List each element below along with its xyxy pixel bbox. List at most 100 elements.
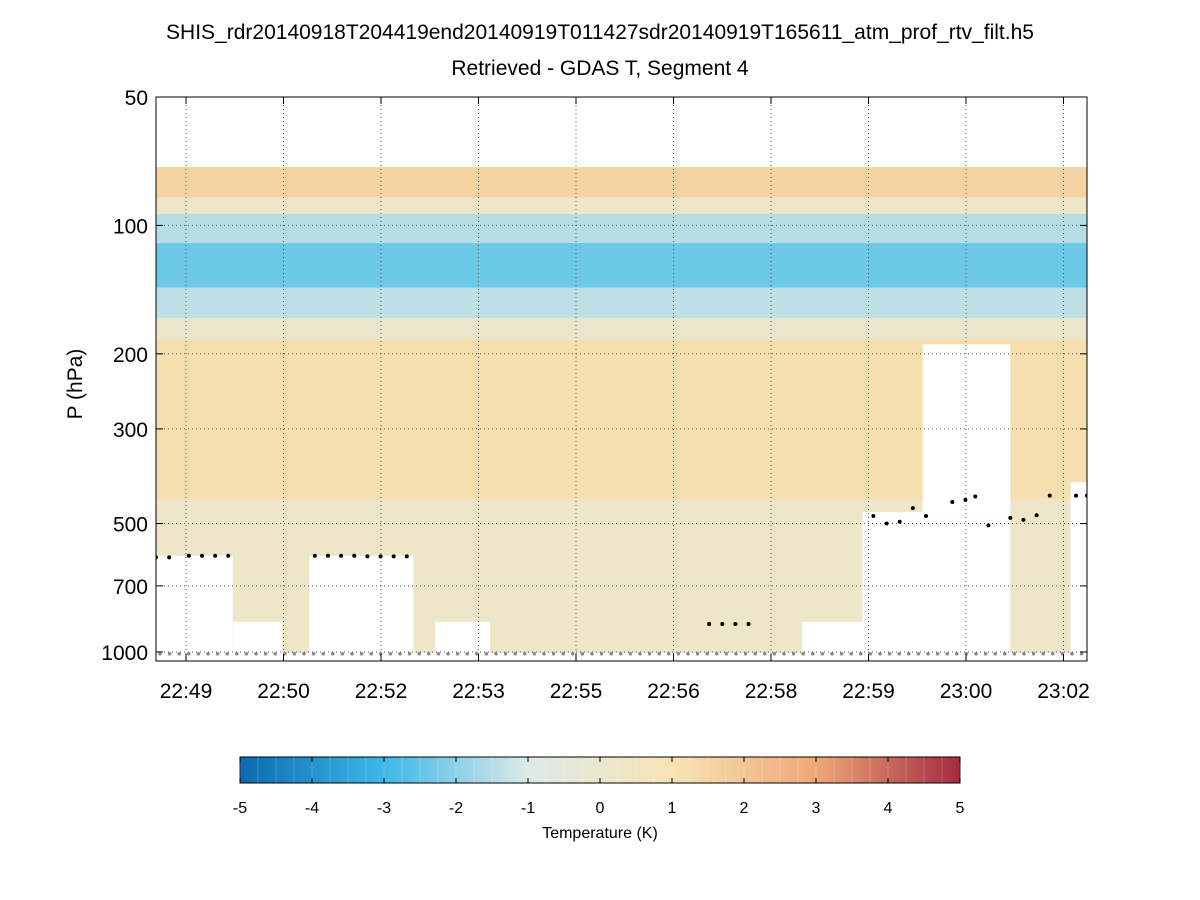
chart-subtitle: Retrieved - GDAS T, Segment 4: [451, 57, 749, 80]
colorbar-tick-label: 0: [596, 800, 605, 817]
surface-marker: [1079, 652, 1084, 656]
surface-marker: [273, 652, 278, 656]
surface-marker: [369, 652, 374, 656]
surface-marker: [791, 652, 796, 656]
x-tick-label: 22:52: [355, 680, 408, 703]
surface-marker: [619, 652, 623, 656]
surface-marker: [926, 652, 930, 656]
surface-marker: [734, 652, 738, 656]
surface-marker: [503, 652, 508, 656]
surface-marker: [302, 652, 306, 656]
cloud-top-marker: [213, 553, 218, 558]
y-axis-label: P (hPa): [64, 349, 87, 420]
colorbar-tick-label: 3: [812, 800, 821, 817]
surface-marker: [321, 652, 326, 656]
colorbar-tick-label: -2: [449, 800, 463, 817]
surface-marker: [263, 652, 268, 656]
surface-marker: [407, 652, 412, 656]
surface-marker: [897, 652, 901, 656]
cloud-top-marker: [1047, 493, 1052, 498]
surface-marker: [801, 652, 805, 656]
y-tick-label: 50: [125, 87, 148, 110]
surface-marker: [772, 652, 777, 656]
cloud-top-marker: [226, 553, 231, 558]
cloud-top-marker: [910, 506, 915, 511]
cloud-top-marker: [1074, 493, 1079, 498]
colorbar-tick-label: -4: [305, 800, 319, 817]
colorbar-label: Temperature (K): [542, 825, 658, 842]
surface-marker: [244, 652, 249, 656]
cloud-top-marker: [167, 555, 172, 560]
surface-marker: [379, 652, 383, 656]
surface-marker: [1070, 652, 1074, 656]
cloud-top-marker: [1034, 513, 1039, 518]
surface-marker: [571, 652, 575, 656]
surface-marker: [955, 652, 959, 656]
missing-data-region: [802, 621, 863, 654]
surface-marker: [580, 652, 585, 656]
cloud-top-marker: [391, 554, 396, 559]
cloud-top-marker: [707, 622, 712, 627]
surface-marker: [340, 652, 345, 656]
surface-marker: [235, 652, 239, 656]
x-tick-label: 22:58: [745, 680, 798, 703]
surface-marker: [647, 652, 652, 656]
missing-data-region: [862, 512, 1011, 654]
missing-data-region: [309, 555, 414, 654]
cloud-top-marker: [923, 513, 928, 518]
cloud-top-marker: [1021, 517, 1026, 522]
surface-marker: [398, 652, 402, 656]
surface-marker: [820, 652, 825, 656]
surface-marker: [196, 652, 201, 656]
surface-marker: [311, 652, 316, 656]
plot-frame: [155, 96, 1088, 662]
surface-marker: [350, 652, 354, 656]
surface-marker: [1041, 652, 1045, 656]
surface-marker: [206, 652, 210, 656]
cloud-top-marker: [365, 554, 370, 559]
surface-marker: [763, 652, 767, 656]
surface-marker: [455, 652, 460, 656]
x-tick-label: 22:53: [452, 680, 505, 703]
surface-marker: [590, 652, 594, 656]
axes: 50 100 200 300 500 700 1000 22:49 22:50 22:52 22:5…: [101, 87, 1090, 703]
surface-marker: [446, 652, 450, 656]
colorbar-tick-label: 4: [884, 800, 893, 817]
surface-marker: [1051, 652, 1055, 656]
x-tick-label: 22:56: [647, 680, 700, 703]
colorbar-tick-label: -3: [377, 800, 391, 817]
x-tick-label: 23:00: [940, 680, 993, 703]
surface-marker: [983, 652, 988, 656]
colorbar-tick-label: -5: [233, 800, 247, 817]
cloud-top-marker: [352, 553, 357, 558]
cloud-top-marker: [378, 554, 383, 559]
heatmap-layer: [156, 213, 1087, 244]
surface-marker: [868, 652, 873, 656]
heatmap-layer: [156, 243, 1087, 288]
cloud-top-marker: [986, 523, 991, 528]
y-tick-label: 100: [113, 215, 148, 238]
x-tick-label: 23:02: [1037, 680, 1090, 703]
cloud-top-marker: [950, 499, 955, 504]
cloud-top-marker: [720, 622, 725, 627]
cloud-top-marker: [897, 519, 902, 524]
cloud-top-marker: [963, 497, 968, 502]
surface-marker: [551, 652, 556, 656]
surface-marker: [494, 652, 498, 656]
surface-marker: [974, 652, 978, 656]
surface-marker: [638, 652, 642, 656]
missing-data-regions: [156, 344, 1087, 654]
surface-marker: [849, 652, 853, 656]
cloud-top-marker: [339, 553, 344, 558]
missing-data-region: [232, 621, 282, 654]
cloud-top-marker: [871, 513, 876, 518]
surface-marker: [907, 652, 911, 656]
surface-marker: [1031, 652, 1036, 656]
surface-marker: [609, 652, 613, 656]
surface-marker: [215, 652, 220, 656]
surface-marker: [436, 652, 441, 656]
surface-marker: [427, 652, 431, 656]
cloud-top-marker: [200, 553, 205, 558]
cloud-top-marker: [325, 553, 330, 558]
